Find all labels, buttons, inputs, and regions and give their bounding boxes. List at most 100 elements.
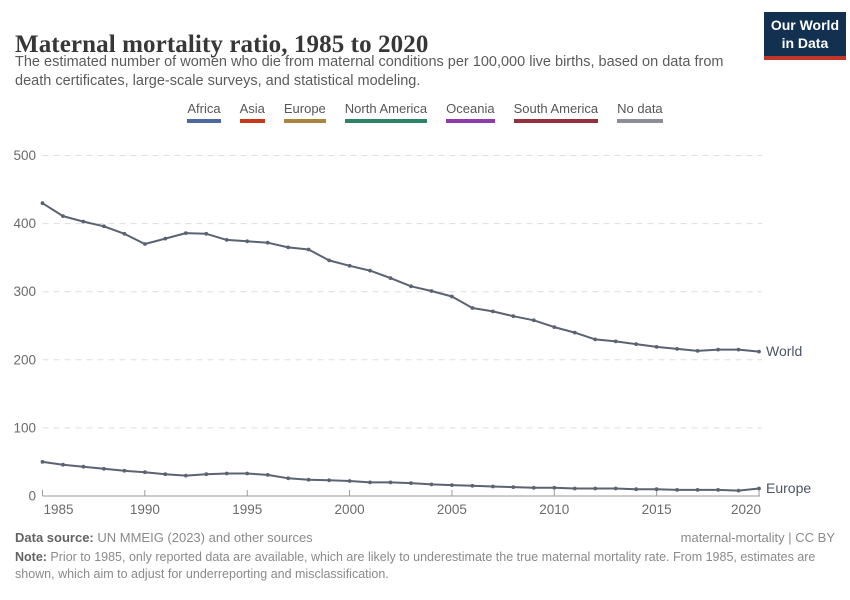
world-point-2007[interactable] xyxy=(491,309,495,314)
europe-point-2003[interactable] xyxy=(409,481,413,485)
owid-logo[interactable]: Our World in Data xyxy=(763,12,846,60)
y-axis-label-300: 300 xyxy=(13,284,36,299)
europe-point-1993[interactable] xyxy=(204,472,209,477)
europe-point-1987[interactable] xyxy=(81,464,86,469)
legend-item-north-america[interactable]: North America xyxy=(344,101,428,123)
world-point-1989[interactable] xyxy=(122,231,127,236)
world-point-1994[interactable] xyxy=(224,238,229,242)
world-point-2004[interactable] xyxy=(429,289,434,293)
europe-point-2010[interactable] xyxy=(552,485,557,490)
europe-point-2019[interactable] xyxy=(736,488,741,493)
europe-point-2011[interactable] xyxy=(572,486,577,491)
x-axis-label-2010: 2010 xyxy=(539,502,569,517)
europe-point-1989[interactable] xyxy=(122,468,127,473)
y-axis-label-0: 0 xyxy=(28,489,36,504)
europe-point-1995[interactable] xyxy=(245,471,250,476)
world-line[interactable] xyxy=(41,202,760,353)
europe-point-1994[interactable] xyxy=(224,471,229,476)
world-point-1998[interactable] xyxy=(306,247,311,252)
europe-point-1986[interactable] xyxy=(61,462,65,467)
world-point-2012[interactable] xyxy=(593,337,598,342)
region-legend: Africa Asia Europe North America Oceania Sout… xyxy=(0,101,850,123)
europe-series-label[interactable]: Europe xyxy=(766,480,811,496)
legend-item-oceania[interactable]: Oceania xyxy=(446,101,495,123)
europe-point-1999[interactable] xyxy=(327,478,331,483)
world-point-2018[interactable] xyxy=(716,347,720,352)
europe-point-2005[interactable] xyxy=(450,483,454,487)
europe-point-1996[interactable] xyxy=(265,473,270,477)
world-point-2016[interactable] xyxy=(675,347,679,351)
world-point-2001[interactable] xyxy=(368,268,372,273)
europe-point-2009[interactable] xyxy=(531,485,536,490)
world-point-2017[interactable] xyxy=(695,349,700,353)
europe-point-2007[interactable] xyxy=(491,484,495,489)
world-point-1987[interactable] xyxy=(81,219,86,224)
legend-item-europe[interactable]: Europe xyxy=(283,101,326,123)
world-point-1990[interactable] xyxy=(143,242,147,246)
world-point-2011[interactable] xyxy=(572,330,577,335)
legend-item-africa[interactable]: Africa xyxy=(187,101,221,123)
world-point-1993[interactable] xyxy=(204,231,209,236)
world-point-1988[interactable] xyxy=(102,224,106,229)
chart-subtitle: The estimated number of women who die fr… xyxy=(15,54,724,90)
world-point-2013[interactable] xyxy=(613,339,618,344)
legend-color-swatch xyxy=(446,119,495,123)
europe-point-2020[interactable] xyxy=(757,486,761,491)
europe-point-2000[interactable] xyxy=(347,479,352,483)
world-point-2014[interactable] xyxy=(634,342,639,346)
world-point-2002[interactable] xyxy=(388,276,393,280)
europe-point-2014[interactable] xyxy=(634,487,639,492)
europe-point-1990[interactable] xyxy=(143,470,147,475)
legend-item-no-data[interactable]: No data xyxy=(617,101,663,123)
europe-point-1985[interactable] xyxy=(40,460,45,464)
world-point-2005[interactable] xyxy=(450,294,454,299)
world-point-1991[interactable] xyxy=(163,236,168,241)
world-point-2015[interactable] xyxy=(654,345,659,349)
world-point-2008[interactable] xyxy=(511,314,516,319)
world-point-1992[interactable] xyxy=(183,231,188,236)
legend-item-asia[interactable]: Asia xyxy=(239,101,265,123)
europe-line[interactable] xyxy=(41,460,760,492)
europe-point-2001[interactable] xyxy=(368,480,372,485)
world-point-1997[interactable] xyxy=(286,245,291,250)
legend-label: Europe xyxy=(283,101,326,116)
world-point-1995[interactable] xyxy=(245,239,250,244)
europe-point-1997[interactable] xyxy=(286,476,291,481)
europe-point-2008[interactable] xyxy=(511,485,516,489)
europe-point-1988[interactable] xyxy=(102,466,106,471)
europe-point-2015[interactable] xyxy=(654,487,659,492)
europe-point-1992[interactable] xyxy=(183,473,188,478)
world-point-1985[interactable] xyxy=(40,201,45,206)
europe-point-1991[interactable] xyxy=(163,472,168,477)
world-point-2000[interactable] xyxy=(347,263,352,268)
europe-point-2018[interactable] xyxy=(716,488,720,492)
europe-point-2013[interactable] xyxy=(613,486,618,491)
europe-point-2017[interactable] xyxy=(695,488,700,492)
x-axis-label-2005: 2005 xyxy=(437,502,467,517)
world-point-1999[interactable] xyxy=(327,258,331,263)
note-label: Note: xyxy=(15,550,47,564)
license-text[interactable]: maternal-mortality | CC BY xyxy=(680,530,835,545)
y-axis-label-500: 500 xyxy=(13,148,36,163)
world-point-2010[interactable] xyxy=(552,325,557,329)
x-axis-label-1985: 1985 xyxy=(44,502,74,517)
y-axis-label-100: 100 xyxy=(13,420,36,435)
world-series-label[interactable]: World xyxy=(766,343,802,359)
world-point-2003[interactable] xyxy=(409,284,413,289)
world-point-1996[interactable] xyxy=(265,240,270,245)
world-point-2019[interactable] xyxy=(736,347,741,352)
legend-label: North America xyxy=(344,101,428,116)
y-axis-label-400: 400 xyxy=(13,216,36,231)
europe-point-2002[interactable] xyxy=(388,480,393,485)
world-point-2009[interactable] xyxy=(531,318,536,323)
world-point-2020[interactable] xyxy=(757,349,761,354)
europe-point-2016[interactable] xyxy=(675,488,679,492)
legend-item-south-america[interactable]: South America xyxy=(513,101,599,123)
world-point-1986[interactable] xyxy=(61,214,65,219)
europe-point-1998[interactable] xyxy=(306,477,311,482)
europe-point-2006[interactable] xyxy=(470,483,475,488)
europe-point-2012[interactable] xyxy=(593,486,598,491)
owid-logo-line2: in Data xyxy=(781,34,829,51)
world-point-2006[interactable] xyxy=(470,306,475,310)
europe-point-2004[interactable] xyxy=(429,482,434,487)
